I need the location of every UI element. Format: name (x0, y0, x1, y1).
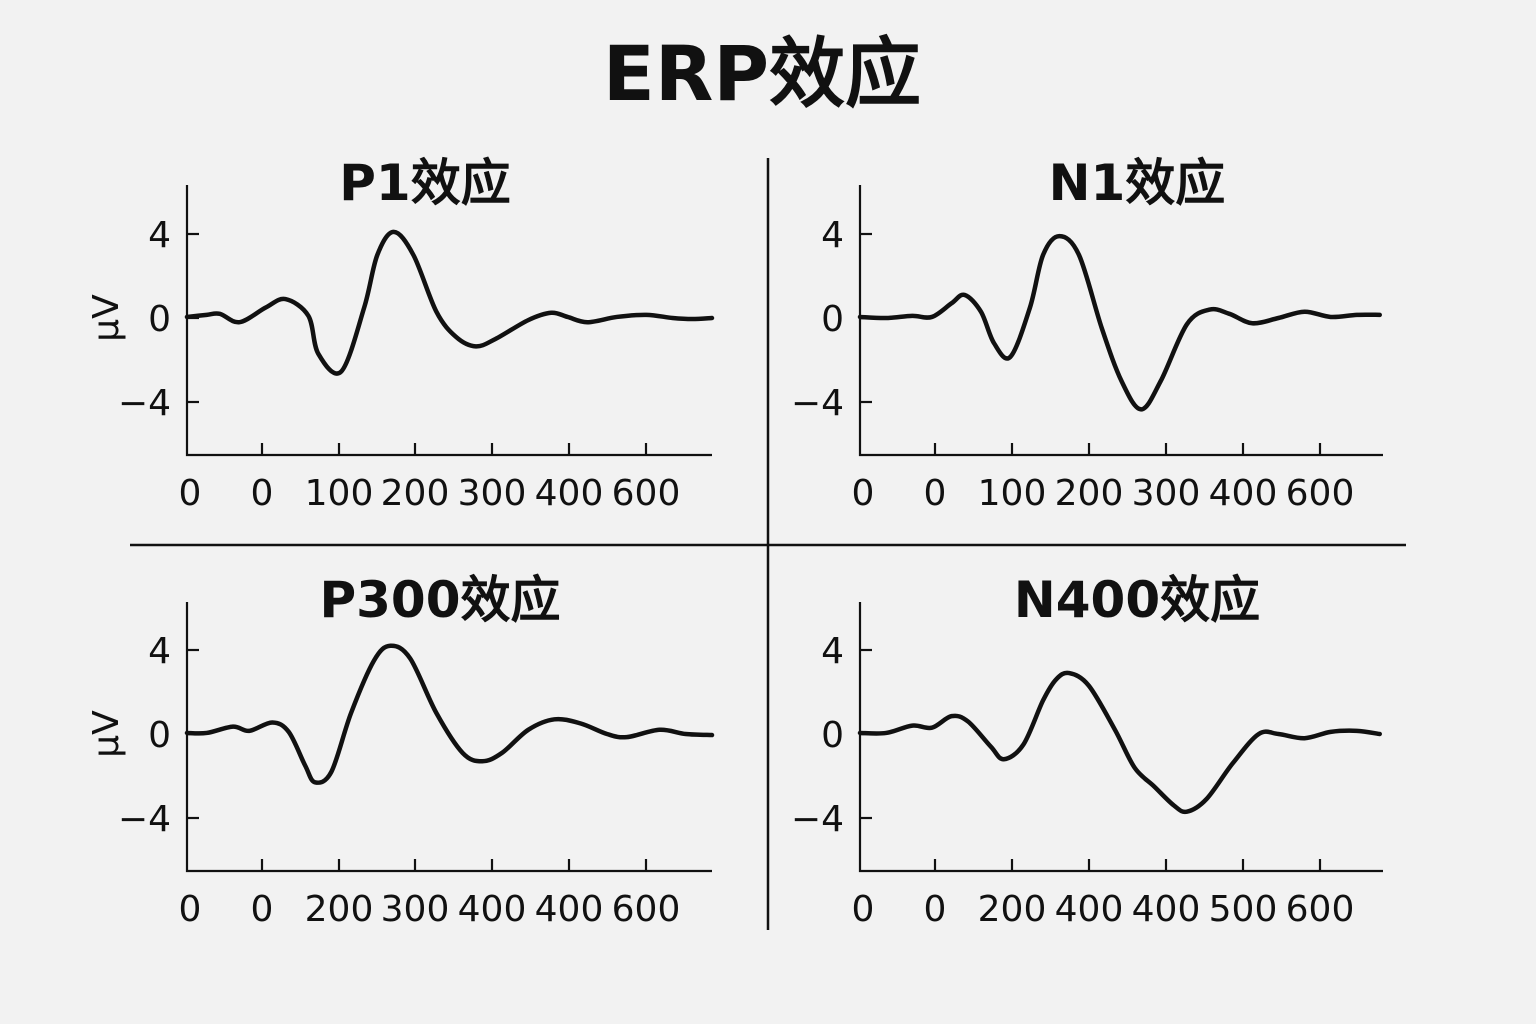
y-tick-label: 4 (821, 215, 844, 256)
chart-panel-1: P1效应 4 0 −4 μV 0 0 100 200 300 400 600 (86, 154, 715, 514)
x-tick-label: 600 (612, 889, 681, 930)
x-tick-label: 300 (458, 473, 527, 514)
x-tick-label: 0 (179, 889, 202, 930)
y-tick-label: −4 (791, 383, 844, 424)
x-tick-label: 400 (535, 473, 604, 514)
x-tick-label: 0 (852, 889, 875, 930)
x-tick-label: 400 (458, 889, 527, 930)
x-tick-label: 0 (852, 473, 875, 514)
panel-title: P300效应 (319, 571, 560, 629)
panel-title: P1效应 (339, 154, 510, 212)
x-tick-label: 0 (251, 889, 274, 930)
x-tick-label: 0 (924, 889, 947, 930)
x-tick-label: 0 (179, 473, 202, 514)
chart-panel-2: N1效应 4 0 −4 0 0 100 200 300 400 600 (791, 154, 1383, 514)
axes (858, 185, 1383, 457)
y-tick-label: 0 (821, 299, 844, 340)
erp-waveform-line (184, 229, 715, 376)
axes (858, 602, 1383, 873)
y-tick-label: 0 (148, 715, 171, 756)
x-tick-label: 300 (381, 889, 450, 930)
axes (185, 602, 712, 873)
y-axis-label: μV (86, 710, 127, 758)
x-tick-label: 200 (305, 889, 374, 930)
x-tick-label: 300 (1132, 473, 1201, 514)
y-tick-label: 4 (148, 631, 171, 672)
erp-waveform-line (184, 643, 715, 785)
x-tick-label: 200 (381, 473, 450, 514)
x-tick-label: 200 (978, 889, 1047, 930)
x-tick-label: 600 (612, 473, 681, 514)
y-axis-label: μV (86, 294, 127, 342)
y-tick-label: 4 (148, 215, 171, 256)
x-tick-label: 500 (1209, 889, 1278, 930)
x-tick-label: 200 (1055, 473, 1124, 514)
x-tick-label: 0 (924, 473, 947, 514)
axes (185, 185, 712, 457)
erp-waveform-line (857, 670, 1382, 815)
y-tick-label: −4 (791, 799, 844, 840)
y-tick-label: 4 (821, 631, 844, 672)
x-tick-label: 100 (978, 473, 1047, 514)
y-tick-label: −4 (118, 799, 171, 840)
x-tick-label: 0 (251, 473, 274, 514)
figure-title: ERP效应 (603, 29, 921, 118)
erp-waveform-line (857, 233, 1382, 412)
panel-title: N1效应 (1049, 154, 1226, 212)
y-tick-label: 0 (821, 715, 844, 756)
panel-title: N400效应 (1014, 571, 1260, 629)
y-tick-label: 0 (148, 299, 171, 340)
x-tick-label: 400 (535, 889, 604, 930)
x-tick-label: 600 (1286, 889, 1355, 930)
x-tick-label: 400 (1055, 889, 1124, 930)
x-tick-label: 600 (1286, 473, 1355, 514)
x-tick-label: 400 (1132, 889, 1201, 930)
x-tick-label: 100 (305, 473, 374, 514)
y-tick-label: −4 (118, 383, 171, 424)
x-tick-label: 400 (1209, 473, 1278, 514)
